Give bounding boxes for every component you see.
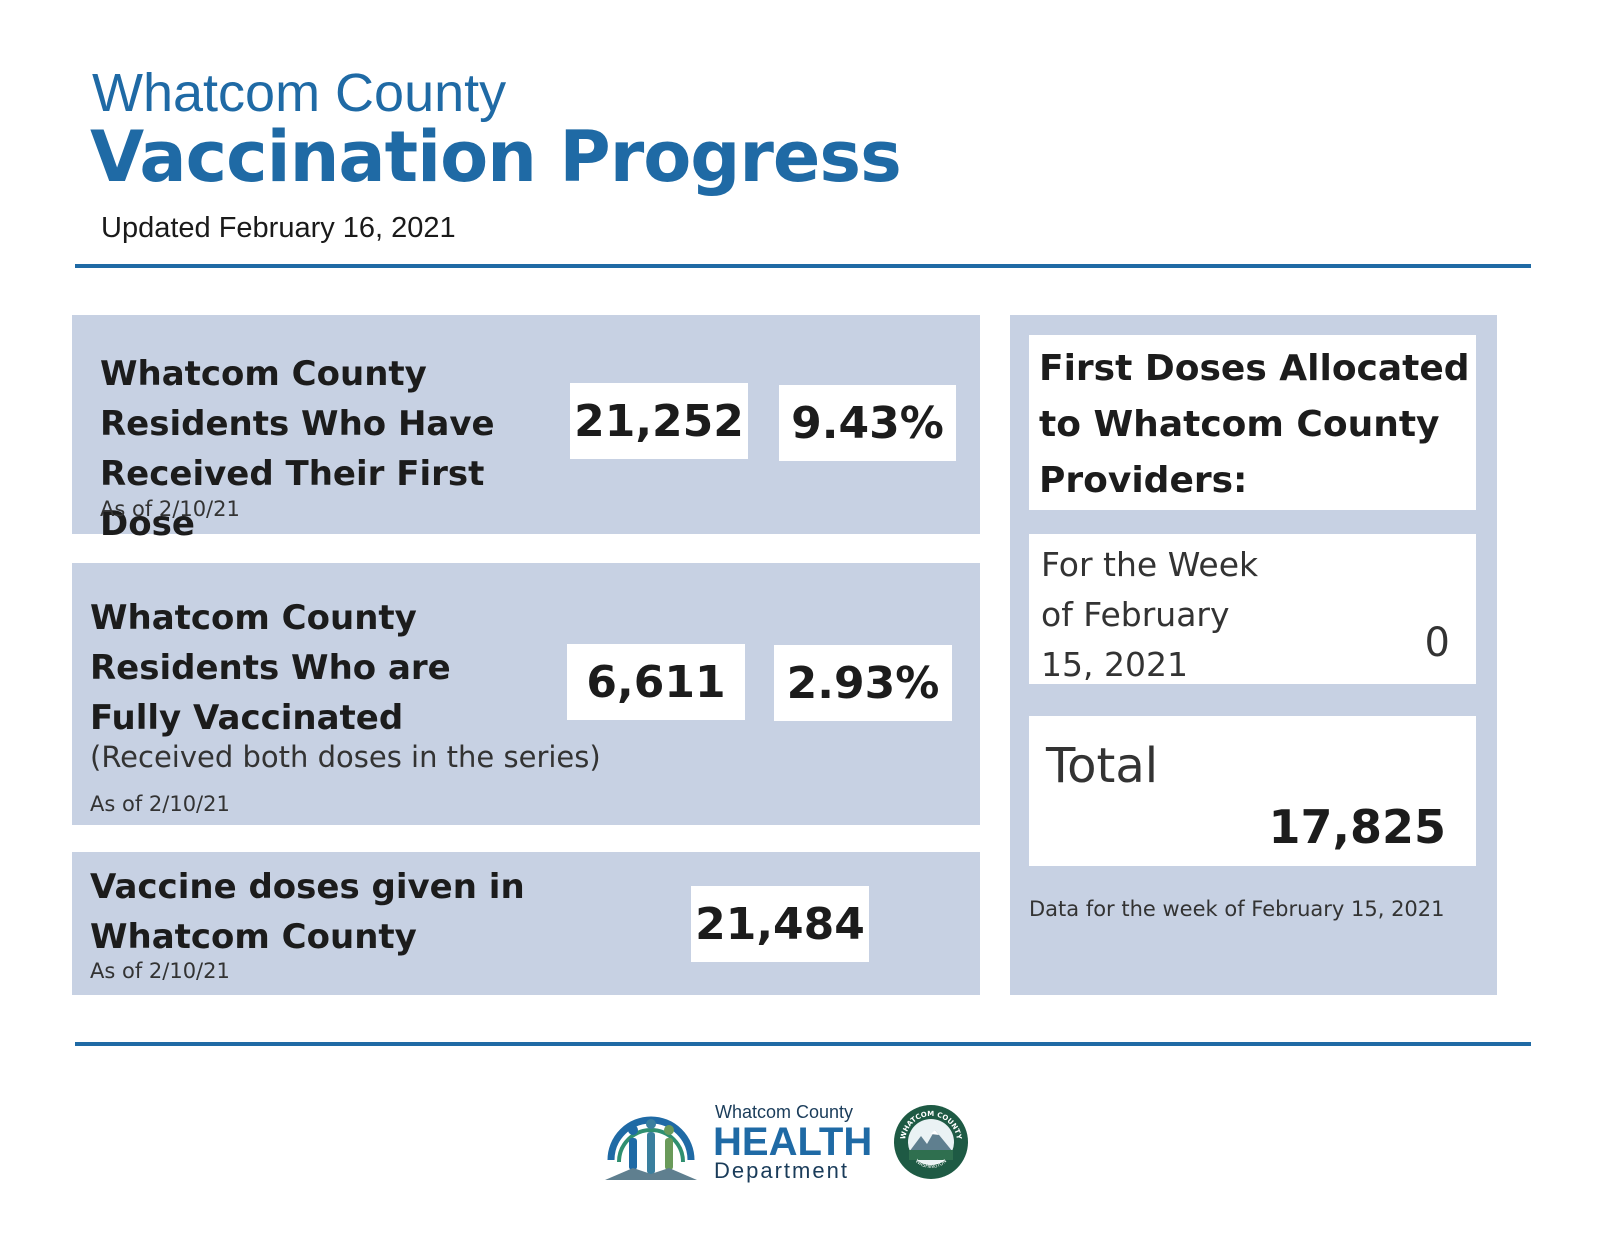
first-dose-percent: 9.43% <box>779 385 956 461</box>
doses-given-count: 21,484 <box>691 886 869 962</box>
weekly-allocation-box: For the Week of February 15, 2021 0 <box>1029 534 1476 684</box>
header-divider <box>75 264 1531 268</box>
allocation-heading-box: First Doses Allocated to Whatcom County … <box>1029 335 1476 510</box>
seal-subtext: WASHINGTON <box>914 1158 948 1170</box>
fully-vaccinated-as-of: As of 2/10/21 <box>90 792 230 816</box>
doses-given-panel: Vaccine doses given in Whatcom County As… <box>72 852 980 995</box>
allocation-panel: First Doses Allocated to Whatcom County … <box>1010 315 1497 995</box>
first-dose-label: Whatcom County Residents Who Have Receiv… <box>100 354 495 544</box>
fully-vaccinated-panel: Whatcom County Residents Who are Fully V… <box>72 563 980 825</box>
fully-vaccinated-note: (Received both doses in the series) <box>90 740 601 774</box>
logo-text-county: Whatcom County <box>715 1102 854 1122</box>
total-allocation-label: Total <box>1046 738 1159 794</box>
doses-given-as-of: As of 2/10/21 <box>90 959 230 983</box>
county-seal-icon: WHATCOM COUNTY WASHINGTON <box>893 1104 969 1180</box>
page-title: Vaccination Progress <box>90 116 902 198</box>
logo-text-department: Department <box>714 1158 849 1183</box>
total-allocation-box: Total 17,825 <box>1029 716 1476 866</box>
health-department-logo-icon <box>603 1100 699 1182</box>
county-heading: Whatcom County <box>92 63 507 123</box>
fully-vaccinated-label: Whatcom County Residents Who are Fully V… <box>90 598 451 738</box>
footer-divider <box>75 1042 1531 1046</box>
weekly-allocation-value: 0 <box>1424 620 1450 666</box>
first-dose-count: 21,252 <box>570 383 748 459</box>
fully-vaccinated-percent: 2.93% <box>774 645 952 721</box>
fully-vaccinated-count: 6,611 <box>567 644 745 720</box>
updated-date: Updated February 16, 2021 <box>101 212 456 244</box>
doses-given-label: Vaccine doses given in Whatcom County <box>90 867 525 957</box>
first-dose-as-of: As of 2/10/21 <box>100 497 240 521</box>
total-allocation-value: 17,825 <box>1268 800 1446 854</box>
svg-text:WASHINGTON: WASHINGTON <box>914 1158 948 1170</box>
allocation-heading: First Doses Allocated to Whatcom County … <box>1039 348 1470 501</box>
logo-text-health: HEALTH <box>713 1120 873 1164</box>
first-dose-panel: Whatcom County Residents Who Have Receiv… <box>72 315 980 544</box>
weekly-allocation-label: For the Week of February 15, 2021 <box>1041 545 1259 684</box>
allocation-data-note: Data for the week of February 15, 2021 <box>1029 897 1445 921</box>
